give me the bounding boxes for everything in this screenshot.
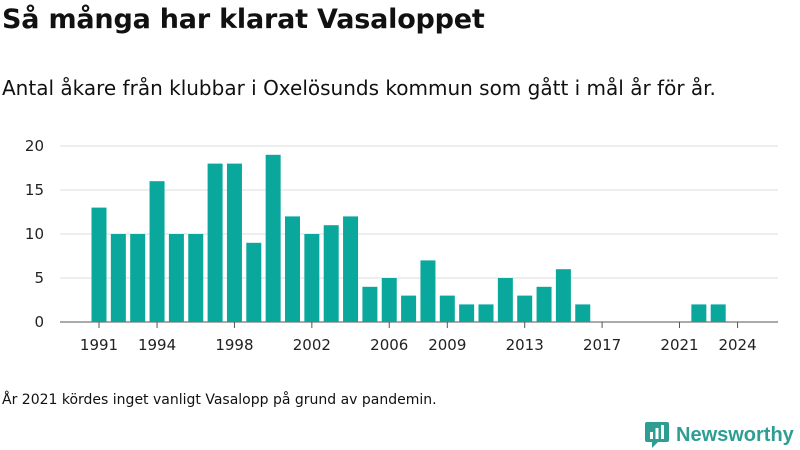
x-tick-label: 2024 <box>718 336 756 354</box>
bar-2016 <box>575 304 591 322</box>
bar-1998 <box>226 163 242 322</box>
bar-2013 <box>517 295 533 322</box>
y-tick-label: 15 <box>25 181 44 199</box>
bar-2015 <box>555 269 571 322</box>
x-tick-label: 1991 <box>80 336 118 354</box>
x-tick-label: 2013 <box>506 336 544 354</box>
newsworthy-logo: Newsworthy <box>644 420 794 450</box>
bar-2010 <box>459 304 475 322</box>
bar-2011 <box>478 304 494 322</box>
bar-2003 <box>323 225 339 322</box>
bar-1997 <box>207 163 223 322</box>
x-tick-label: 2006 <box>370 336 408 354</box>
y-tick-label: 10 <box>25 225 44 243</box>
bar-1994 <box>149 181 165 322</box>
bar-2006 <box>381 278 397 322</box>
bar-2009 <box>439 295 455 322</box>
newsworthy-logo-icon <box>645 422 669 448</box>
x-tick-label: 2002 <box>293 336 331 354</box>
footnote: År 2021 kördes inget vanligt Vasalopp på… <box>2 392 437 408</box>
bar-1993 <box>130 234 146 322</box>
x-tick-label: 1994 <box>138 336 176 354</box>
bar-2002 <box>304 234 320 322</box>
chart-title: Så många har klarat Vasaloppet <box>2 4 485 35</box>
y-tick-label: 20 <box>25 137 44 155</box>
bar-2001 <box>285 216 300 322</box>
bar-1999 <box>246 242 262 322</box>
y-tick-label: 0 <box>34 313 44 331</box>
y-tick-label: 5 <box>34 269 44 287</box>
y-axis: 0 5 10 15 20 <box>25 137 44 331</box>
bar-2022 <box>691 304 707 322</box>
newsworthy-logo-text: Newsworthy <box>676 423 794 446</box>
bar-1996 <box>188 234 204 322</box>
bar-chart: 0 5 10 15 20 1991 1994 1998 2002 2006 2009 2013 201… <box>25 137 778 354</box>
bar-2005 <box>362 286 378 322</box>
bar-2007 <box>401 295 417 322</box>
bar-1992 <box>110 234 126 322</box>
chart-subtitle: Antal åkare från klubbar i Oxelösunds ko… <box>2 76 716 100</box>
x-tick-label: 1998 <box>215 336 253 354</box>
bar-2023 <box>710 304 726 322</box>
bar-2012 <box>497 278 513 322</box>
gridlines <box>60 145 778 323</box>
bar-2008 <box>420 260 436 322</box>
bars <box>91 154 726 322</box>
x-tick-label: 2021 <box>660 336 698 354</box>
bar-1995 <box>168 234 184 322</box>
bar-2000 <box>265 154 281 322</box>
x-axis: 1991 1994 1998 2002 2006 2009 2013 2017 2021 2024 <box>80 322 757 354</box>
x-tick-label: 2009 <box>428 336 466 354</box>
bar-2014 <box>536 286 552 322</box>
x-tick-label: 2017 <box>583 336 621 354</box>
bar-1991 <box>91 207 107 322</box>
bar-2004 <box>343 216 359 322</box>
